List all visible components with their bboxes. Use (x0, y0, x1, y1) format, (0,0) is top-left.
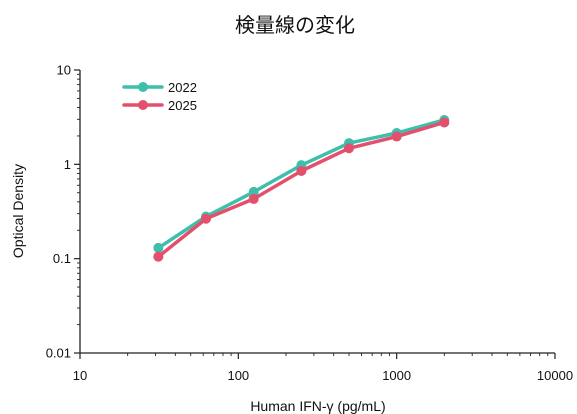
x-tick-label: 10000 (537, 368, 573, 383)
series-line (156, 118, 447, 250)
y-tick-label: 0.1 (53, 251, 71, 266)
x-tick-label: 10 (73, 368, 87, 383)
legend: 2022 2025 (122, 80, 197, 113)
axes (79, 70, 555, 354)
x-tick-label: 1000 (382, 368, 411, 383)
series-line (156, 120, 447, 259)
data-point (248, 193, 259, 204)
data-point (201, 213, 212, 224)
data-point (248, 186, 259, 197)
x-tick-label: 100 (227, 368, 249, 383)
chart-title: 検量線の変化 (235, 13, 355, 37)
data-point (153, 242, 164, 253)
data-point (153, 251, 164, 262)
data-point (439, 117, 450, 128)
legend-swatch-marker (138, 82, 148, 92)
legend-label: 2022 (168, 80, 197, 95)
data-point (391, 131, 402, 142)
y-tick-label: 10 (57, 63, 71, 78)
data-point (296, 165, 307, 176)
series-2025 (153, 117, 450, 262)
legend-swatch-marker (138, 100, 148, 110)
data-point (344, 143, 355, 154)
x-axis-label: Human IFN-γ (pg/mL) (250, 398, 385, 414)
y-tick-label: 1 (64, 157, 71, 172)
series-layer (153, 115, 450, 262)
y-tick-label: 0.01 (46, 346, 71, 361)
y-axis-label: Optical Density (10, 164, 26, 258)
ticks: 10 100 1000 10000 0.01 0.1 1 10 (46, 63, 573, 384)
legend-item-2022: 2022 (122, 80, 197, 95)
legend-item-2025: 2025 (122, 98, 197, 113)
legend-label: 2025 (168, 98, 197, 113)
